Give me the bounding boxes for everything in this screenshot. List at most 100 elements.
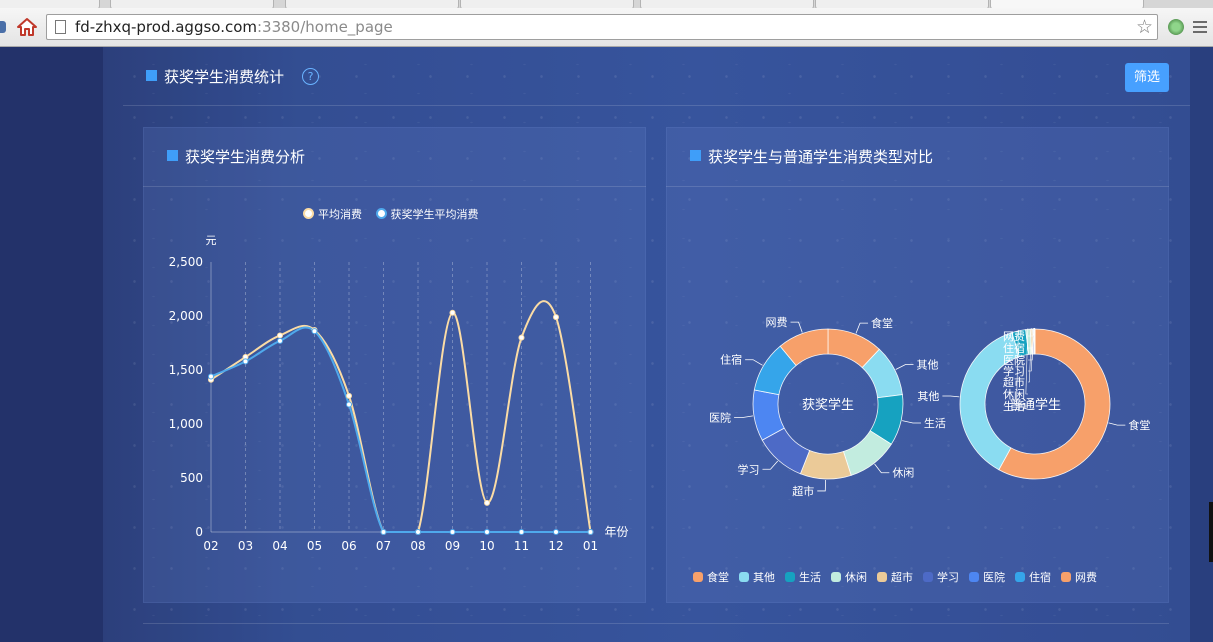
x-axis-label: 年份 [605, 525, 629, 539]
pie-legend-item[interactable]: 其他 [739, 569, 775, 585]
browser-tab-active[interactable] [990, 0, 1144, 8]
panel-title-marker [167, 150, 178, 161]
url-path: :3380/home_page [257, 18, 393, 36]
x-tick-label: 04 [272, 539, 287, 553]
x-tick-label: 08 [410, 539, 425, 553]
legend-item-award[interactable]: 获奖学生平均消费 [375, 206, 479, 222]
pie-label-line [1028, 327, 1035, 349]
legend-label: 其他 [753, 571, 775, 584]
pie-legend-item[interactable]: 食堂 [693, 569, 729, 585]
pie-slice-label: 超市 [792, 484, 814, 498]
x-tick-label: 05 [307, 539, 322, 553]
bottom-divider [143, 623, 1169, 624]
filter-button[interactable]: 筛选 [1125, 63, 1169, 92]
pie-slice-label: 生活 [924, 416, 946, 430]
data-point [449, 529, 456, 535]
home-icon[interactable] [16, 17, 38, 37]
pie-legend-item[interactable]: 超市 [877, 569, 913, 585]
legend-label: 平均消费 [318, 208, 362, 221]
panel-title: 获奖学生消费分析 [185, 148, 306, 166]
url-text[interactable]: fd-zhxq-prod.aggso.com:3380/home_page [75, 18, 393, 36]
pie-slice-label: 医院 [1003, 353, 1025, 367]
x-tick-label: 02 [203, 539, 218, 553]
panel-divider [143, 186, 646, 187]
pie-legend-item[interactable]: 学习 [923, 569, 959, 585]
consumption-analysis-panel: 获奖学生消费分析 平均消费 获奖学生平均消费 0 500 1,000 1,500 2,0… [143, 127, 646, 603]
legend-swatch [785, 572, 795, 582]
data-point [518, 529, 525, 535]
scrollbar[interactable] [1209, 502, 1213, 562]
section-divider [123, 105, 1190, 106]
legend-label: 超市 [891, 571, 913, 584]
pie-slice-label: 生活 [1003, 399, 1025, 413]
pie-label-line [762, 460, 779, 470]
x-tick-label: 10 [479, 539, 494, 553]
pie-slice-label: 休闲 [1003, 387, 1025, 401]
y-tick-label: 1,000 [169, 417, 203, 431]
pie-slice-label: 住宿 [720, 353, 742, 367]
pie-slice-label: 食堂 [871, 316, 893, 330]
data-point [277, 332, 283, 339]
pie-label-line [1016, 329, 1028, 407]
data-point [311, 328, 318, 335]
pie-legend-item[interactable]: 生活 [785, 569, 821, 585]
browser-tab[interactable] [640, 0, 814, 8]
pie-slice-label: 休闲 [892, 466, 914, 480]
page-icon [55, 20, 66, 34]
data-point [242, 358, 249, 365]
data-point [380, 529, 387, 535]
legend-marker [375, 208, 387, 219]
pie-legend-item[interactable]: 网费 [1061, 569, 1097, 585]
pie-slice-label: 学习 [737, 462, 759, 476]
extension-icon[interactable] [1168, 19, 1184, 35]
browser-tab[interactable] [460, 0, 634, 8]
pie-label-line [1025, 328, 1029, 395]
pie-label-line [745, 359, 763, 366]
legend-swatch [923, 572, 933, 582]
y-tick-label: 2,500 [169, 255, 203, 269]
pie-center-label: 普通学生 [1009, 397, 1061, 413]
pie-legend-item[interactable]: 住宿 [1015, 569, 1051, 585]
browser-tab[interactable] [285, 0, 459, 8]
legend-label: 生活 [799, 571, 821, 584]
pie-label-line [1028, 327, 1036, 337]
pie-slice-label: 其他 [917, 359, 939, 372]
x-tick-label: 03 [238, 539, 253, 553]
x-tick-label: 12 [548, 539, 563, 553]
pie-label-line [817, 479, 827, 492]
legend-label: 学习 [937, 571, 959, 584]
data-point [449, 309, 456, 316]
menu-icon[interactable] [1193, 21, 1207, 36]
pie-legend-item[interactable]: 休闲 [831, 569, 867, 585]
data-point [484, 499, 490, 506]
series-line-1 [210, 326, 591, 533]
right-band [1190, 47, 1213, 642]
line-legend: 平均消费 获奖学生平均消费 [303, 206, 489, 222]
url-host: fd-zhxq-prod.aggso.com [75, 18, 257, 36]
pie-label-line [895, 364, 914, 370]
pie-slice-label: 网费 [1003, 330, 1025, 343]
legend-swatch [693, 572, 703, 582]
forward-icon[interactable] [0, 21, 6, 33]
browser-tab[interactable] [815, 0, 989, 8]
legend-label: 住宿 [1029, 571, 1051, 584]
bookmark-star-icon[interactable]: ☆ [1135, 16, 1153, 38]
panel-title-marker [690, 150, 701, 161]
y-tick-label: 0 [195, 525, 203, 539]
y-tick-label: 500 [180, 471, 203, 485]
help-icon[interactable]: ? [302, 68, 319, 85]
legend-swatch [739, 572, 749, 582]
pie-legend-item[interactable]: 医院 [969, 569, 1005, 585]
legend-swatch [1061, 572, 1071, 582]
pie-slice-label: 住宿 [1003, 341, 1025, 355]
x-tick-label: 01 [583, 539, 598, 553]
legend-item-avg[interactable]: 平均消费 [303, 206, 362, 222]
data-point [587, 529, 594, 535]
address-bar[interactable]: fd-zhxq-prod.aggso.com:3380/home_page ☆ [46, 14, 1158, 40]
data-point [208, 373, 214, 380]
browser-tab[interactable] [0, 0, 100, 8]
browser-tab[interactable] [110, 0, 274, 8]
legend-label: 食堂 [707, 571, 729, 584]
pie-label-line [1108, 422, 1126, 426]
